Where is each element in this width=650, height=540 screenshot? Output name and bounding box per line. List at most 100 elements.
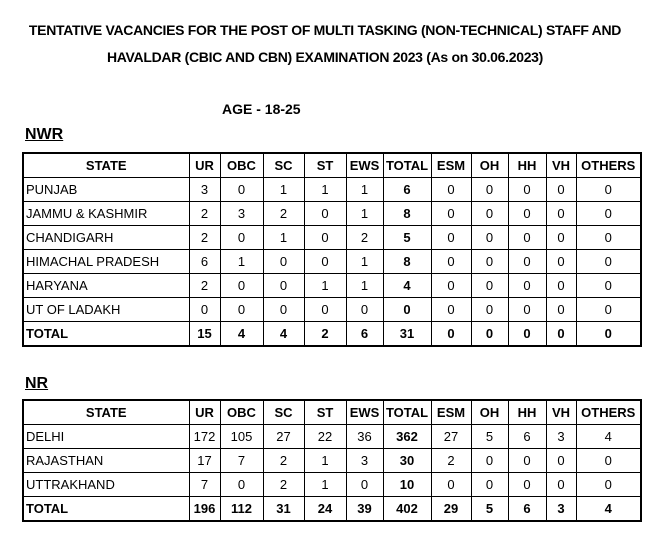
value-cell: 362 xyxy=(382,424,432,449)
value-cell: 2 xyxy=(262,201,305,226)
vacancy-table: STATE UR OBC SC ST EWS TOTAL ESM OH HH VH OTHERS DEL… xyxy=(22,399,642,522)
value-cell: UR xyxy=(188,152,221,178)
state-cell: TOTAL xyxy=(22,321,190,347)
title-line: HAVALDAR (CBIC AND CBN) EXAMINATION 2023… xyxy=(106,49,544,65)
value-cell: 0 xyxy=(545,249,577,274)
value-cell: 112 xyxy=(219,496,264,522)
value-cell: OTHERS xyxy=(575,399,642,425)
value-cell: 0 xyxy=(575,448,642,473)
value-cell: 0 xyxy=(470,201,509,226)
value-cell: EWS xyxy=(345,399,384,425)
value-cell: 0 xyxy=(219,225,264,250)
value-cell: OBC xyxy=(219,399,264,425)
table-row: DELHI 172 105 27 22 36 362 27 5 6 3 4 xyxy=(22,424,642,449)
value-cell: 0 xyxy=(382,297,432,322)
value-cell: 7 xyxy=(219,448,264,473)
value-cell: SC xyxy=(262,399,305,425)
value-cell: 0 xyxy=(219,472,264,497)
value-cell: 1 xyxy=(262,225,305,250)
value-cell: 3 xyxy=(545,424,577,449)
value-cell: 1 xyxy=(345,273,384,298)
value-cell: 0 xyxy=(507,273,547,298)
value-cell: 31 xyxy=(262,496,305,522)
state-cell: UTTRAKHAND xyxy=(22,472,190,497)
value-cell: 0 xyxy=(219,177,264,202)
value-cell: 4 xyxy=(262,321,305,347)
value-cell: 0 xyxy=(219,297,264,322)
value-cell: 36 xyxy=(345,424,384,449)
value-cell: ST xyxy=(303,152,347,178)
value-cell: 0 xyxy=(545,472,577,497)
value-cell: 0 xyxy=(575,201,642,226)
value-cell: 29 xyxy=(430,496,472,522)
state-cell: HIMACHAL PRADESH xyxy=(22,249,190,274)
value-cell: 0 xyxy=(219,273,264,298)
value-cell: 0 xyxy=(188,297,221,322)
value-cell: 39 xyxy=(345,496,384,522)
value-cell: 24 xyxy=(303,496,347,522)
value-cell: 17 xyxy=(188,448,221,473)
value-cell: TOTAL xyxy=(382,152,432,178)
value-cell: 402 xyxy=(382,496,432,522)
value-cell: ESM xyxy=(430,399,472,425)
vacancy-table: STATE UR OBC SC ST EWS TOTAL ESM OH HH VH OTHERS PUN… xyxy=(22,152,642,347)
value-cell: VH xyxy=(545,399,577,425)
value-cell: 2 xyxy=(262,472,305,497)
value-cell: 0 xyxy=(303,297,347,322)
value-cell: 0 xyxy=(470,448,509,473)
value-cell: 0 xyxy=(303,249,347,274)
value-cell: 15 xyxy=(188,321,221,347)
state-cell: CHANDIGARH xyxy=(22,225,190,250)
value-cell: 4 xyxy=(575,496,642,522)
value-cell: 0 xyxy=(470,249,509,274)
value-cell: 0 xyxy=(575,472,642,497)
value-cell: 0 xyxy=(545,201,577,226)
value-cell: 3 xyxy=(545,496,577,522)
value-cell: OH xyxy=(470,399,509,425)
value-cell: 31 xyxy=(382,321,432,347)
value-cell: 0 xyxy=(262,273,305,298)
value-cell: 4 xyxy=(219,321,264,347)
section-title: NR xyxy=(25,375,49,392)
value-cell: 0 xyxy=(507,448,547,473)
value-cell: 0 xyxy=(545,448,577,473)
value-cell: 0 xyxy=(507,249,547,274)
table-row: UTTRAKHAND 7 0 2 1 0 10 0 0 0 0 0 xyxy=(22,472,642,497)
value-cell: 27 xyxy=(262,424,305,449)
state-cell: JAMMU & KASHMIR xyxy=(22,201,190,226)
value-cell: 0 xyxy=(430,201,472,226)
value-cell: 6 xyxy=(345,321,384,347)
state-cell: PUNJAB xyxy=(22,177,190,202)
age-label: AGE - 18-25 xyxy=(222,101,301,117)
value-cell: 2 xyxy=(262,448,305,473)
value-cell: 2 xyxy=(303,321,347,347)
value-cell: 1 xyxy=(345,249,384,274)
value-cell: 1 xyxy=(345,201,384,226)
value-cell: 0 xyxy=(545,177,577,202)
value-cell: UR xyxy=(188,399,221,425)
value-cell: 0 xyxy=(345,297,384,322)
value-cell: 8 xyxy=(382,201,432,226)
state-cell: STATE xyxy=(22,152,190,178)
value-cell: 0 xyxy=(575,297,642,322)
value-cell: 1 xyxy=(262,177,305,202)
value-cell: 1 xyxy=(303,273,347,298)
value-cell: 0 xyxy=(545,273,577,298)
value-cell: 30 xyxy=(382,448,432,473)
value-cell: TOTAL xyxy=(382,399,432,425)
value-cell: 0 xyxy=(430,225,472,250)
value-cell: 0 xyxy=(575,249,642,274)
value-cell: 2 xyxy=(188,225,221,250)
value-cell: 0 xyxy=(507,225,547,250)
value-cell: OBC xyxy=(219,152,264,178)
table-row: PUNJAB 3 0 1 1 1 6 0 0 0 0 0 xyxy=(22,177,642,202)
value-cell: 0 xyxy=(303,225,347,250)
value-cell: 1 xyxy=(345,177,384,202)
value-cell: 0 xyxy=(507,297,547,322)
table-row: UT OF LADAKH 0 0 0 0 0 0 0 0 0 0 0 xyxy=(22,297,642,322)
value-cell: 0 xyxy=(545,321,577,347)
value-cell: 0 xyxy=(262,297,305,322)
value-cell: 5 xyxy=(382,225,432,250)
value-cell: 0 xyxy=(507,321,547,347)
section-title: NWR xyxy=(25,126,64,143)
